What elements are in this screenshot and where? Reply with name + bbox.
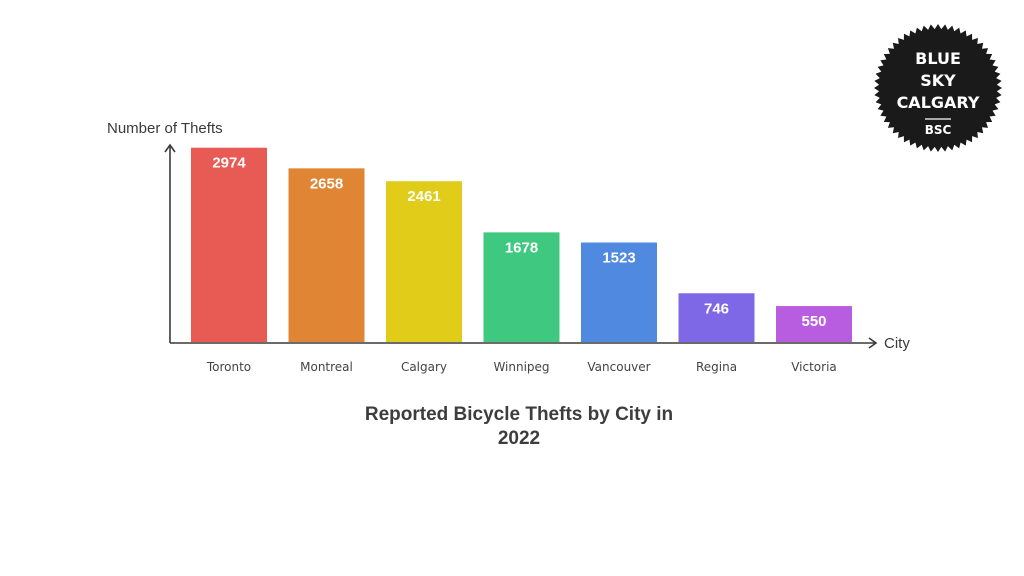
value-label-calgary: 2461 [407,188,440,205]
chart-title-line-1: Reported Bicycle Thefts by City in [365,404,673,425]
logo-line-1: BLUE [915,49,961,68]
x-tick-labels-group: Toronto Montreal Calgary Winnipeg Vancouver R… [206,360,837,374]
value-label-winnipeg: 1678 [505,239,538,256]
x-axis-arrow [868,337,878,349]
x-tick-label-calgary: Calgary [401,360,447,374]
value-label-victoria: 550 [801,313,826,330]
logo-line-3: CALGARY [897,93,980,112]
x-tick-label-winnipeg: Winnipeg [493,360,549,374]
x-tick-label-montreal: Montreal [300,360,353,374]
value-label-vancouver: 1523 [602,249,635,266]
logo-badge-shape [874,24,1002,152]
bar-vancouver [581,242,657,342]
value-label-montreal: 2658 [310,175,343,192]
value-labels-group: 2974 2658 2461 1678 1523 746 550 [212,155,826,330]
logo-line-2: SKY [920,71,956,90]
value-label-regina: 746 [704,300,729,317]
x-tick-label-toronto: Toronto [206,360,251,374]
bar-regina [678,293,755,342]
bar-calgary [386,181,462,342]
x-tick-label-vancouver: Vancouver [587,360,650,374]
logo-abbr: BSC [925,123,952,137]
x-tick-label-victoria: Victoria [791,360,837,374]
bar-winnipeg [483,232,560,342]
chart-title-line-2: 2022 [498,428,540,449]
bar-montreal [288,168,365,342]
y-axis-title: Number of Thefts [107,120,223,137]
x-tick-label-regina: Regina [696,360,737,374]
bar-toronto [191,147,267,342]
bars-group [191,147,852,342]
value-label-toronto: 2974 [212,155,246,172]
x-axis-title: City [884,335,910,352]
blue-sky-calgary-logo: BLUE SKY CALGARY BSC [874,24,1002,152]
y-axis-arrow [164,143,176,153]
bar-victoria [776,306,852,342]
